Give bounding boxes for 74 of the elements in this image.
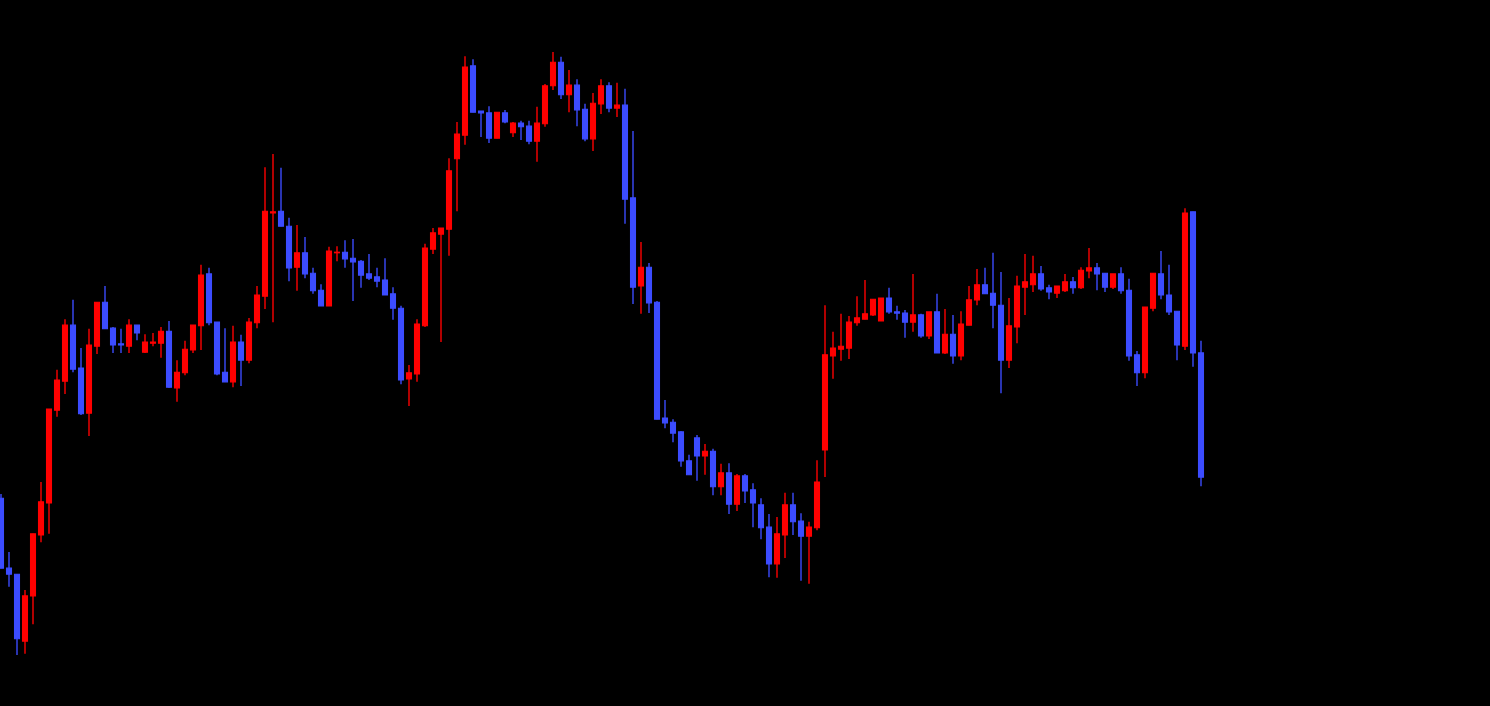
candlestick — [437, 227, 445, 343]
candlestick — [1093, 262, 1101, 291]
candlestick — [749, 482, 757, 528]
candlestick — [741, 473, 749, 504]
candlestick — [1021, 253, 1029, 316]
candlestick — [1133, 350, 1141, 387]
candlestick — [157, 326, 165, 359]
candlestick — [805, 521, 813, 585]
candlestick — [477, 110, 485, 138]
candlestick — [613, 82, 621, 118]
candlestick — [5, 551, 13, 588]
candlestick — [365, 253, 373, 281]
candlestick — [701, 443, 709, 476]
candlestick — [917, 313, 925, 339]
candlestick — [877, 297, 885, 322]
candlestick — [693, 434, 701, 482]
candlestick — [685, 454, 693, 476]
candlestick — [885, 287, 893, 315]
candlestick — [901, 309, 909, 339]
candlestick — [941, 308, 949, 355]
candlestick — [973, 268, 981, 306]
candlestick — [525, 120, 533, 145]
candlestick — [429, 227, 437, 255]
candlestick — [125, 318, 133, 354]
candlestick — [221, 327, 229, 383]
candlestick — [373, 267, 381, 288]
candlestick — [533, 106, 541, 163]
candlestick — [277, 167, 285, 227]
candlestick — [661, 399, 669, 429]
candlestick — [565, 69, 573, 113]
candlestick — [605, 81, 613, 113]
candlestick — [669, 418, 677, 443]
candlestick — [141, 333, 149, 354]
candlestick — [1037, 265, 1045, 292]
candlestick — [149, 332, 157, 347]
candlestick — [405, 364, 413, 407]
candlestick — [981, 267, 989, 295]
candlestick — [853, 295, 861, 327]
candlestick — [637, 241, 645, 315]
candlestick — [829, 331, 837, 380]
candlestick — [989, 252, 997, 329]
candlestick — [1029, 255, 1037, 293]
candlestick — [389, 286, 397, 321]
candlestick — [357, 259, 365, 289]
candlestick — [717, 463, 725, 496]
candlestick — [837, 313, 845, 362]
candlestick — [309, 267, 317, 295]
candlestick — [1117, 266, 1125, 295]
candlestick — [1061, 273, 1069, 293]
candlestick — [597, 78, 605, 115]
candlestick — [949, 314, 957, 365]
candlestick — [549, 51, 557, 91]
candlestick — [173, 359, 181, 403]
candlestick — [893, 305, 901, 321]
candlestick — [317, 283, 325, 307]
candlestick — [1077, 266, 1085, 290]
candlestick — [1101, 272, 1109, 293]
candlestick — [381, 257, 389, 296]
candlestick — [237, 334, 245, 387]
candlestick — [909, 273, 917, 333]
candlestick — [293, 224, 301, 292]
candlestick — [757, 497, 765, 540]
candlestick — [109, 326, 117, 354]
candlestick — [797, 512, 805, 582]
candlestick — [1165, 264, 1173, 316]
candlestick — [789, 492, 797, 536]
candlestick — [269, 153, 277, 323]
candlestick — [117, 328, 125, 354]
candlestick — [861, 279, 869, 320]
candlestick — [341, 239, 349, 269]
candlestick — [301, 236, 309, 279]
candlestick — [1157, 250, 1165, 300]
candlestick — [181, 340, 189, 376]
candlestick — [1085, 247, 1093, 279]
